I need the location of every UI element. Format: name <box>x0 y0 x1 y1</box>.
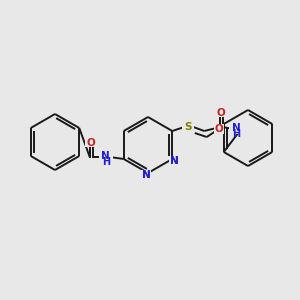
Text: N: N <box>232 123 241 133</box>
Text: O: O <box>214 124 223 134</box>
FancyBboxPatch shape <box>169 156 179 166</box>
Text: N: N <box>170 156 178 166</box>
Text: N: N <box>170 156 178 166</box>
FancyBboxPatch shape <box>85 138 95 147</box>
Text: N: N <box>101 151 110 161</box>
FancyBboxPatch shape <box>214 124 224 134</box>
Text: O: O <box>217 108 226 118</box>
FancyBboxPatch shape <box>229 124 243 134</box>
FancyBboxPatch shape <box>216 108 226 117</box>
Text: N: N <box>142 170 150 180</box>
Text: H: H <box>102 157 110 167</box>
Text: N: N <box>142 170 150 180</box>
Text: H: H <box>232 129 240 139</box>
Text: O: O <box>86 138 95 148</box>
Text: S: S <box>184 122 192 132</box>
FancyBboxPatch shape <box>182 122 194 132</box>
FancyBboxPatch shape <box>99 152 113 162</box>
FancyBboxPatch shape <box>141 170 151 180</box>
